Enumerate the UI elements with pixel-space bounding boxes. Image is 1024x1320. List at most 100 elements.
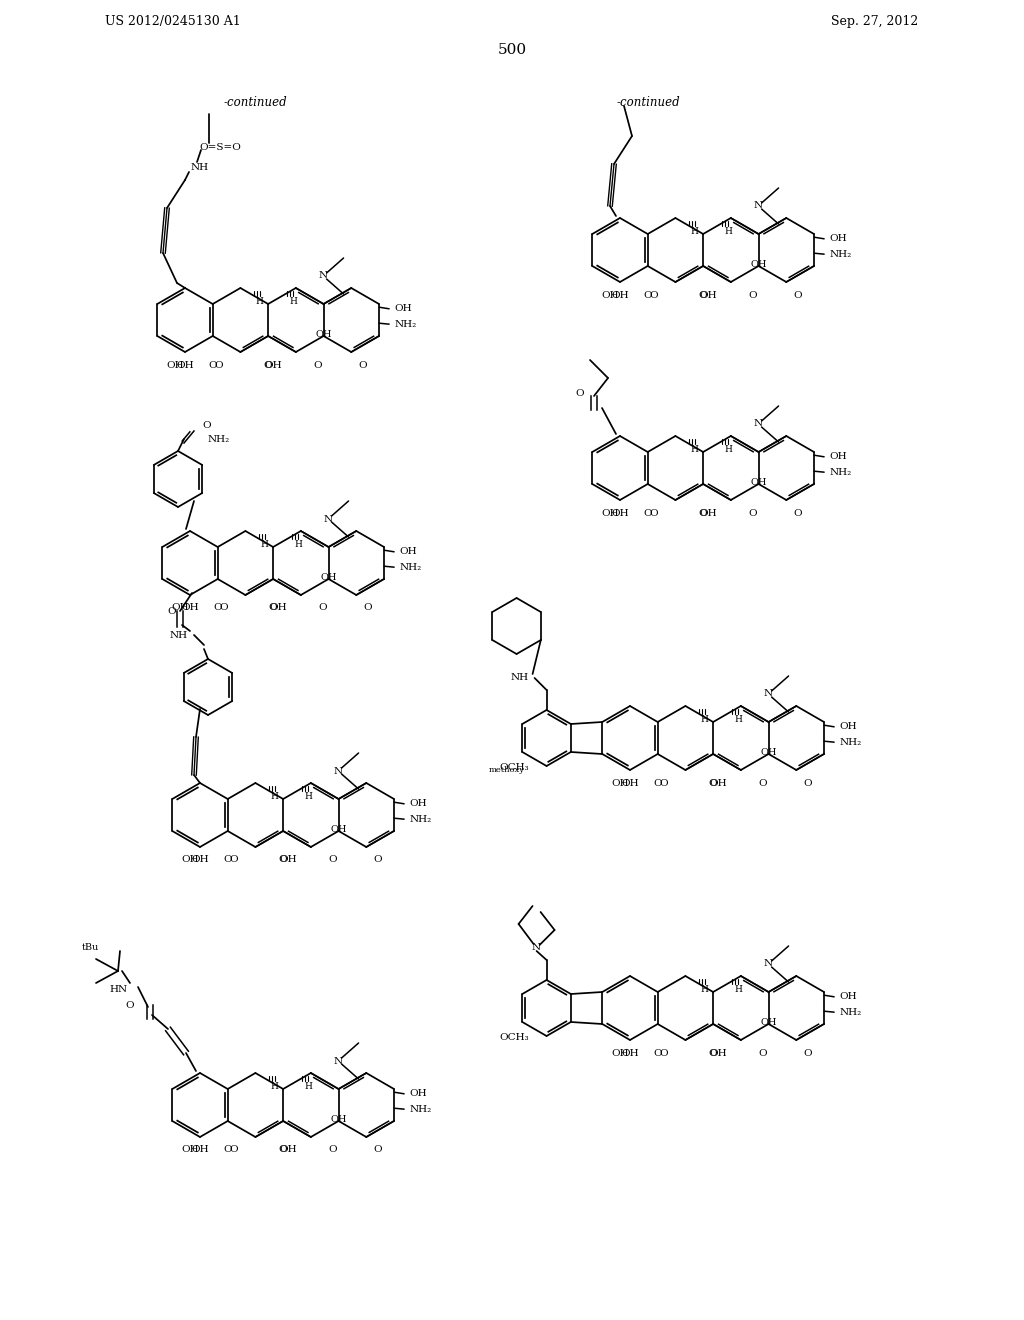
- Text: O: O: [643, 508, 651, 517]
- Text: O: O: [318, 603, 328, 612]
- Text: OH: OH: [710, 779, 727, 788]
- Text: OH: OH: [839, 722, 857, 731]
- Text: H: H: [256, 297, 264, 306]
- Text: methoxy: methoxy: [488, 766, 524, 774]
- Text: H: H: [294, 540, 302, 549]
- Text: OH: OH: [331, 825, 347, 834]
- Text: OH: OH: [321, 573, 337, 582]
- Text: N: N: [319, 272, 328, 281]
- Text: NH₂: NH₂: [399, 564, 421, 573]
- Text: O: O: [223, 1146, 231, 1155]
- Text: US 2012/0245130 A1: US 2012/0245130 A1: [105, 16, 241, 29]
- Text: O: O: [803, 1048, 812, 1057]
- Text: O: O: [229, 855, 238, 865]
- Text: H: H: [724, 227, 732, 236]
- Text: OH: OH: [699, 290, 718, 300]
- Text: N: N: [764, 689, 773, 698]
- Text: OH: OH: [611, 1048, 629, 1057]
- Text: OH: OH: [760, 1018, 777, 1027]
- Text: H: H: [734, 985, 742, 994]
- Text: tBu: tBu: [81, 942, 98, 952]
- Text: O: O: [709, 1048, 717, 1057]
- Text: O: O: [219, 603, 227, 612]
- Text: O: O: [749, 508, 758, 517]
- Text: OH: OH: [751, 260, 767, 269]
- Text: O: O: [373, 855, 382, 865]
- Text: H: H: [304, 1082, 312, 1090]
- Text: 500: 500: [498, 44, 526, 57]
- Text: O: O: [223, 855, 231, 865]
- Text: OH: OH: [611, 779, 629, 788]
- Text: O: O: [649, 508, 657, 517]
- Text: OH: OH: [611, 290, 629, 300]
- Text: H: H: [271, 792, 279, 801]
- Text: OH: OH: [181, 603, 199, 612]
- Text: O: O: [125, 1001, 134, 1010]
- Text: N: N: [764, 960, 773, 969]
- Text: NH₂: NH₂: [839, 738, 861, 747]
- Text: O: O: [358, 360, 367, 370]
- Text: OH: OH: [710, 1048, 727, 1057]
- Text: O: O: [279, 855, 287, 865]
- Text: O: O: [214, 360, 222, 370]
- Text: OH: OH: [409, 800, 427, 808]
- Text: O: O: [329, 1146, 337, 1155]
- Text: H: H: [271, 1082, 279, 1090]
- Text: O: O: [793, 508, 802, 517]
- Text: OH: OH: [622, 779, 639, 788]
- Text: NH₂: NH₂: [409, 1105, 431, 1114]
- Text: OH: OH: [751, 478, 767, 487]
- Text: O: O: [649, 290, 657, 300]
- Text: O: O: [793, 290, 802, 300]
- Text: OH: OH: [331, 1115, 347, 1123]
- Text: OH: OH: [176, 360, 194, 370]
- Text: OH: OH: [399, 548, 417, 556]
- Text: OH: OH: [181, 855, 200, 865]
- Text: OH: OH: [191, 855, 209, 865]
- Text: OH: OH: [191, 1146, 209, 1155]
- Text: O: O: [268, 603, 276, 612]
- Text: O: O: [653, 1048, 662, 1057]
- Text: O: O: [279, 1146, 287, 1155]
- Text: O: O: [658, 1048, 668, 1057]
- Text: O: O: [575, 389, 584, 399]
- Text: OH: OH: [699, 508, 718, 517]
- Text: O: O: [658, 779, 668, 788]
- Text: H: H: [691, 227, 698, 236]
- Text: OH: OH: [280, 855, 298, 865]
- Text: H: H: [261, 540, 268, 549]
- Text: O=S=O: O=S=O: [199, 144, 241, 153]
- Text: N: N: [324, 515, 333, 524]
- Text: O: O: [364, 603, 372, 612]
- Text: OCH₃: OCH₃: [499, 763, 528, 772]
- Text: N: N: [334, 767, 343, 776]
- Text: -continued: -continued: [616, 95, 680, 108]
- Text: OH: OH: [601, 508, 620, 517]
- Text: OH: OH: [839, 993, 857, 1002]
- Text: O: O: [208, 360, 216, 370]
- Text: NH: NH: [510, 673, 528, 682]
- Text: NH: NH: [170, 631, 188, 639]
- Text: O: O: [202, 421, 211, 429]
- Text: H: H: [691, 445, 698, 454]
- Text: O: O: [213, 603, 221, 612]
- Text: O: O: [229, 1146, 238, 1155]
- Text: OH: OH: [611, 508, 629, 517]
- Text: N: N: [334, 1056, 343, 1065]
- Text: O: O: [759, 1048, 767, 1057]
- Text: Sep. 27, 2012: Sep. 27, 2012: [830, 16, 918, 29]
- Text: O: O: [653, 779, 662, 788]
- Text: NH₂: NH₂: [394, 321, 417, 329]
- Text: OH: OH: [181, 1146, 200, 1155]
- Text: NH₂: NH₂: [829, 469, 851, 478]
- Text: NH₂: NH₂: [409, 816, 431, 824]
- Text: O: O: [698, 290, 707, 300]
- Text: O: O: [168, 606, 176, 615]
- Text: O: O: [313, 360, 323, 370]
- Text: OH: OH: [829, 453, 847, 461]
- Text: N: N: [532, 944, 541, 953]
- Text: OH: OH: [265, 360, 283, 370]
- Text: NH₂: NH₂: [839, 1008, 861, 1018]
- Text: H: H: [700, 715, 709, 723]
- Text: O: O: [373, 1146, 382, 1155]
